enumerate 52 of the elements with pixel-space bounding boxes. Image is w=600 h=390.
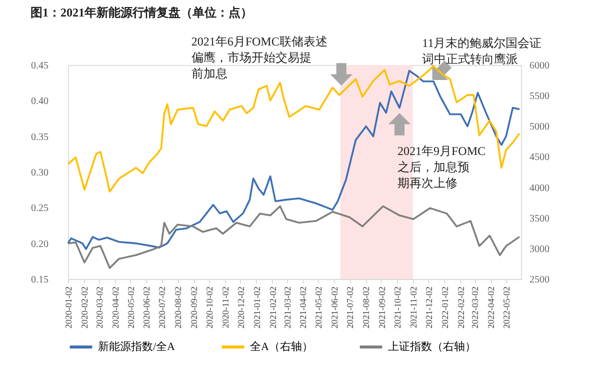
x-tick-label: 2021-04-02 xyxy=(298,286,308,328)
legend-label: 全A（右轴） xyxy=(250,340,313,353)
chart-title: 图1：2021年新能源行情复盘（单位：点） xyxy=(30,5,252,20)
y2-tick-label: 4000 xyxy=(530,182,550,194)
x-tick-label: 2021-09-02 xyxy=(376,286,387,328)
y-tick-label: 0.45 xyxy=(31,60,48,72)
x-tick-label: 2020-06-02 xyxy=(142,286,152,328)
x-tick-label: 2022-05-02 xyxy=(502,286,512,328)
x-tick-label: 2020-01-02 xyxy=(64,286,74,328)
x-tick-label: 2021-12-02 xyxy=(424,286,434,328)
annotation: 2021年9月FOMC之后，加息预期再次上修 xyxy=(398,144,486,190)
x-tick-label: 2021-07-02 xyxy=(345,286,356,328)
y-tick-label: 0.20 xyxy=(31,238,48,250)
y-tick-label: 0.35 xyxy=(31,132,48,143)
y2-tick-label: 5500 xyxy=(530,91,550,102)
y-tick-label: 0.25 xyxy=(31,203,48,214)
y2-tick-label: 5000 xyxy=(530,122,550,133)
x-tick-label: 2022-03-02 xyxy=(470,286,480,328)
y-tick-label: 0.15 xyxy=(31,274,48,286)
x-tick-label: 2021-03-02 xyxy=(282,286,292,328)
x-tick-label: 2020-05-02 xyxy=(126,286,136,328)
x-tick-label: 2021-01-02 xyxy=(252,286,262,328)
x-tick-label: 2021-08-02 xyxy=(361,286,372,328)
x-tick-label: 2020-08-02 xyxy=(173,286,184,328)
x-tick-label: 2020-02-02 xyxy=(79,286,90,328)
annotation: 2021年6月FOMC联储表述偏鹰，市场开始交易提前加息 xyxy=(191,34,328,80)
legend-label: 上证指数（右轴） xyxy=(388,340,476,353)
line-series xyxy=(67,205,520,269)
y2-tick-label: 4500 xyxy=(530,152,550,164)
x-tick-label: 2022-04-02 xyxy=(486,286,496,328)
y2-tick-label: 3500 xyxy=(530,213,550,224)
x-tick-label: 2020-03-02 xyxy=(94,286,104,328)
x-tick-label: 2020-04-02 xyxy=(110,286,120,328)
line-series xyxy=(67,70,520,250)
x-tick-label: 2022-02-02 xyxy=(456,286,466,328)
x-tick-label: 2020-09-02 xyxy=(189,286,200,328)
x-tick-label: 2020-11-02 xyxy=(220,286,231,328)
x-tick-label: 2021-10-02 xyxy=(392,286,402,328)
x-tick-label: 2021-06-02 xyxy=(330,286,340,328)
x-tick-label: 2022-01-02 xyxy=(440,286,450,328)
x-tick-label: 2020-07-02 xyxy=(157,286,168,328)
x-tick-label: 2021-02-02 xyxy=(268,286,278,328)
y-tick-label: 0.40 xyxy=(31,96,48,108)
x-tick-label: 2021-05-02 xyxy=(314,286,324,328)
x-tick-label: 2020-10-02 xyxy=(204,286,215,328)
y2-tick-label: 6000 xyxy=(530,60,550,72)
x-tick-label: 2021-11-02 xyxy=(408,286,418,328)
y2-tick-label: 3000 xyxy=(530,244,550,255)
x-tick-label: 2020-12-02 xyxy=(236,286,246,328)
y-tick-label: 0.30 xyxy=(31,168,48,178)
y2-tick-label: 2500 xyxy=(530,274,550,286)
legend-label: 新能源指数/全A xyxy=(98,340,176,353)
